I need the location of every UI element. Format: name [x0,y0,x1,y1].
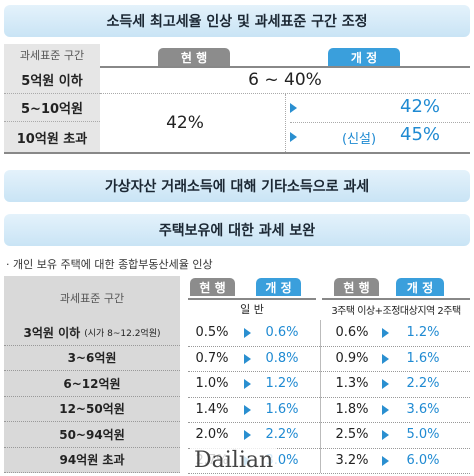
range: 94억원 초과 [59,453,125,468]
arrow [290,103,297,113]
rule [188,396,470,398]
cell: 0.6% [265,325,299,341]
cell: 3.2% [335,452,369,468]
note: · 개인 보유 주택에 대한 종합부동산세율 인상 [6,258,213,271]
cell: 2.5% [335,427,369,443]
rule [290,122,470,123]
cell: 42% [166,113,204,133]
row-label: 50~94억원 [4,422,180,448]
cell: 45% [400,124,441,145]
cell: 0.8% [265,350,299,366]
tab: 현 행 [158,48,230,66]
label-column [4,320,180,473]
row-label: 10억원 초과 [16,131,88,147]
note-text: 개인 보유 주택에 대한 종합부동산세율 인상 [13,258,213,271]
tab: 개 정 [256,278,301,296]
range: 50~94억원 [59,427,125,442]
arrow [244,379,251,389]
header-cell: 과세표준 구간 [4,44,100,66]
rule [188,371,470,372]
cell: 2.2% [265,427,299,443]
arrow [290,132,297,142]
arrow [382,379,389,389]
divider [285,94,470,152]
cell: 2.0% [195,427,229,443]
tab: 현 행 [334,278,379,296]
cell: 1.3% [335,376,369,392]
cell: 1.0% [195,376,229,392]
row-label: 94억원 초과 [4,448,180,473]
row-label: 3억원 이하 (시가 8~12.2억원) [4,320,180,346]
cell: 0.9% [335,350,369,366]
cell: 0.6% [335,325,369,341]
cell: 0.5% [195,325,229,341]
cell: 1.6% [265,401,299,417]
rule [4,152,470,154]
rule [100,66,470,68]
cell: 1.2% [265,376,299,392]
tab: 현 행 [190,278,235,296]
group-label: 3주택 이상+조정대상지역 2주택 [322,298,470,318]
cell: 1.2% [406,325,440,341]
cell: 2.2% [406,376,440,392]
range: 3~6억원 [67,351,117,366]
rule [188,345,470,347]
cell: 42% [400,96,441,117]
row-label: 5~10억원 [4,94,100,122]
rule [188,447,470,449]
row-label: 3~6억원 [4,346,180,371]
rule [188,422,470,423]
cell: 6 ~ 40% [100,66,470,94]
label-column [4,66,100,152]
arrow [382,404,389,415]
rule [188,473,470,474]
arrow [382,455,389,466]
note: (신설) [342,132,377,147]
watermark: Dailian [190,448,278,473]
cell: 5.0% [406,427,440,443]
row-label: 6~12억원 [4,371,180,397]
arrow [382,353,389,364]
cell: 0.7% [195,350,229,366]
section-title: 주택보유에 대한 과세 보완 [4,214,470,246]
range: 3억원 이하 [23,325,81,340]
cell: 3.6% [406,401,440,417]
arrow [382,328,389,338]
row-label: 5억원 이하 [4,66,100,94]
cell: 1.8% [335,401,369,417]
header-cell: 과세표준 구간 [4,276,180,320]
arrow [244,353,251,364]
divider [320,320,321,473]
section-title: 가상자산 거래소득에 대해 기타소득으로 과세 [4,170,470,202]
arrow [244,328,251,338]
tab: 개 정 [328,48,400,66]
range: 6~12억원 [63,376,121,391]
range-note: (시가 8~12.2억원) [84,328,161,339]
range: 12~50억원 [59,402,125,417]
arrow [244,430,251,440]
row-label: 12~50억원 [4,397,180,422]
arrow [244,404,251,415]
group-label: 일 반 [188,298,316,318]
cell: 1.6% [406,350,440,366]
section-title: 소득세 최고세율 인상 및 과세표준 구간 조정 [4,5,470,37]
cell: 1.4% [195,401,229,417]
tab: 개 정 [396,278,444,296]
arrow [382,430,389,440]
cell: 6.0% [406,452,440,468]
